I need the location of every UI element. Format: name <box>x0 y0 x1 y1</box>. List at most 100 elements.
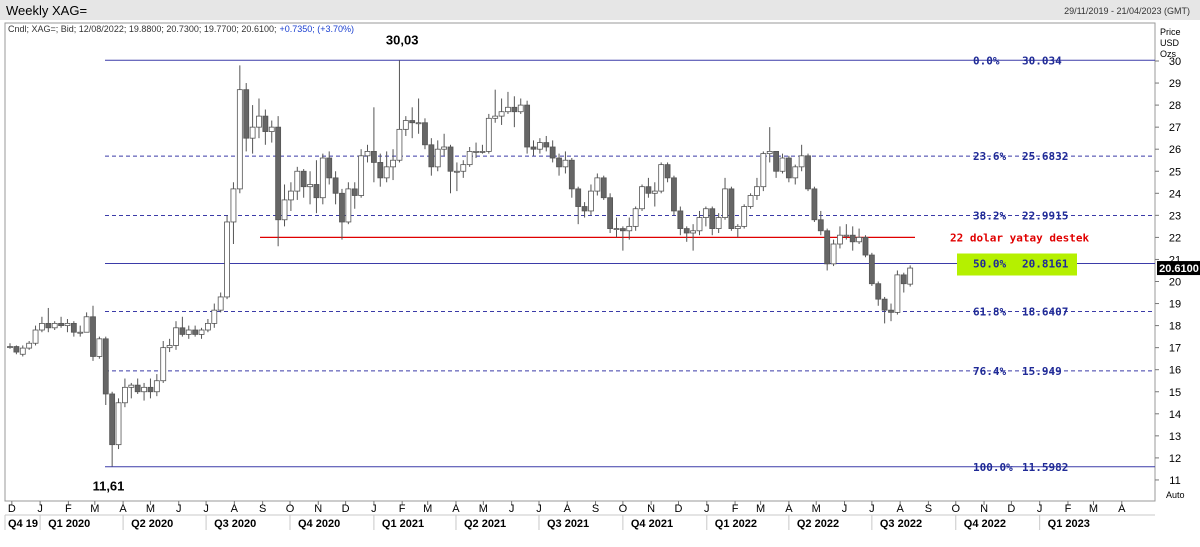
quarter-label-5: Q1 2021 <box>382 518 424 530</box>
month-label-5: M <box>146 503 155 515</box>
candle-body-130 <box>837 234 843 245</box>
candle-body-23 <box>153 380 160 393</box>
month-label-11: N <box>314 503 322 515</box>
y-tick-label-18: 29 <box>1169 78 1181 90</box>
candle-body-84 <box>543 142 550 148</box>
candle-body-140 <box>900 274 907 285</box>
candle-body-60 <box>390 159 396 168</box>
candle-body-94 <box>607 197 614 229</box>
candle-body-133 <box>856 236 862 243</box>
fib-label-2: 38.2% <box>973 210 1006 223</box>
candle-body-8 <box>58 322 64 326</box>
month-label-37: J <box>1037 503 1043 515</box>
candle-body-53 <box>345 188 352 223</box>
candle-body-109 <box>702 208 709 218</box>
candle-body-106 <box>683 228 690 234</box>
candle-body-131 <box>843 234 850 237</box>
candle-body-4 <box>32 329 39 344</box>
month-label-1: J <box>37 503 43 515</box>
price-tag-line-3: Ozs <box>1160 49 1177 59</box>
candle-body-1 <box>13 346 20 353</box>
fib-label-4: 61.8% <box>973 305 1006 318</box>
y-tick-label-13: 24 <box>1169 188 1181 200</box>
candle-body-138 <box>888 309 894 313</box>
candle-body-57 <box>370 151 377 163</box>
month-label-21: S <box>592 503 599 515</box>
y-tick-label-17: 28 <box>1169 100 1181 112</box>
candle-body-52 <box>339 192 345 223</box>
annotations: 30,03 11,61 <box>93 32 419 493</box>
ohlc-info-values: Cndl; XAG=; Bid; 12/08/2022; 19.8800; 20… <box>8 24 276 34</box>
quarter-label-13: Q1 2023 <box>1048 518 1090 530</box>
candle-body-114 <box>734 225 741 229</box>
candle-body-3 <box>26 342 33 349</box>
candle-body-78 <box>505 106 511 113</box>
candle-body-10 <box>70 322 77 333</box>
candle-body-37 <box>243 89 250 139</box>
y-tick-label-3: 14 <box>1169 409 1181 421</box>
month-label-2: F <box>65 503 72 515</box>
candle-body-9 <box>64 322 71 326</box>
candle-body-14 <box>96 338 103 357</box>
candle-body-111 <box>715 217 722 229</box>
candle-body-121 <box>779 157 786 172</box>
fib-value-6: 11.5982 <box>1022 461 1068 474</box>
candle-body-128 <box>824 230 831 265</box>
candle-body-107 <box>690 230 697 234</box>
month-label-31: J <box>869 503 875 515</box>
candle-body-103 <box>664 164 671 179</box>
candle-body-71 <box>460 164 467 172</box>
y-tick-label-15: 26 <box>1169 144 1181 156</box>
fib-label-1: 23.6% <box>973 150 1006 163</box>
quarter-label-11: Q3 2022 <box>880 518 922 530</box>
candle-body-6 <box>45 322 52 329</box>
y-tick-label-2: 13 <box>1169 431 1181 443</box>
quarter-label-12: Q4 2022 <box>964 518 1006 530</box>
candle-body-68 <box>441 146 448 150</box>
month-label-36: D <box>1007 503 1015 515</box>
month-label-17: M <box>479 503 488 515</box>
candle-body-89 <box>575 188 582 207</box>
candle-body-124 <box>798 155 805 168</box>
month-label-20: A <box>564 503 572 515</box>
candle-body-65 <box>422 122 428 146</box>
fib-value-5: 15.949 <box>1022 365 1062 378</box>
candle-body-67 <box>434 148 441 168</box>
quarter-label-4: Q4 2020 <box>298 518 340 530</box>
candle-body-45 <box>294 170 301 192</box>
month-label-26: F <box>732 503 739 515</box>
candle-body-32 <box>211 309 218 324</box>
candle-body-34 <box>224 221 230 298</box>
fib-label-3: 50.0% <box>973 258 1006 271</box>
candle-body-108 <box>696 217 703 232</box>
last-price-label: 20.6100 <box>1159 263 1199 275</box>
candle-body-118 <box>760 153 767 188</box>
candle-body-79 <box>511 106 518 113</box>
candle-body-90 <box>581 206 588 212</box>
y-tick-label-16: 27 <box>1169 122 1181 134</box>
y-tick-label-5: 16 <box>1169 365 1181 377</box>
candle-body-102 <box>658 164 665 192</box>
candle-body-139 <box>894 274 901 313</box>
candle-body-27 <box>179 327 186 335</box>
candle-body-92 <box>594 177 601 192</box>
candle-body-29 <box>192 329 199 335</box>
candle-body-64 <box>415 122 422 125</box>
candle-body-122 <box>785 157 792 179</box>
candle-body-20 <box>134 384 141 393</box>
month-label-23: N <box>647 503 655 515</box>
candle-body-18 <box>122 386 128 404</box>
fib-label-5: 76.4% <box>973 365 1006 378</box>
candle-body-15 <box>102 338 109 395</box>
candle-body-42 <box>275 126 282 221</box>
y-tick-label-7: 18 <box>1169 321 1181 333</box>
candle-body-116 <box>747 195 754 207</box>
candle-body-100 <box>645 186 652 194</box>
candle-body-134 <box>862 236 869 256</box>
y-tick-label-6: 17 <box>1169 343 1181 355</box>
candle-body-39 <box>256 115 262 128</box>
month-label-29: M <box>812 503 821 515</box>
chart-title: Weekly XAG= <box>6 3 87 18</box>
fib-value-4: 18.6407 <box>1022 305 1068 318</box>
